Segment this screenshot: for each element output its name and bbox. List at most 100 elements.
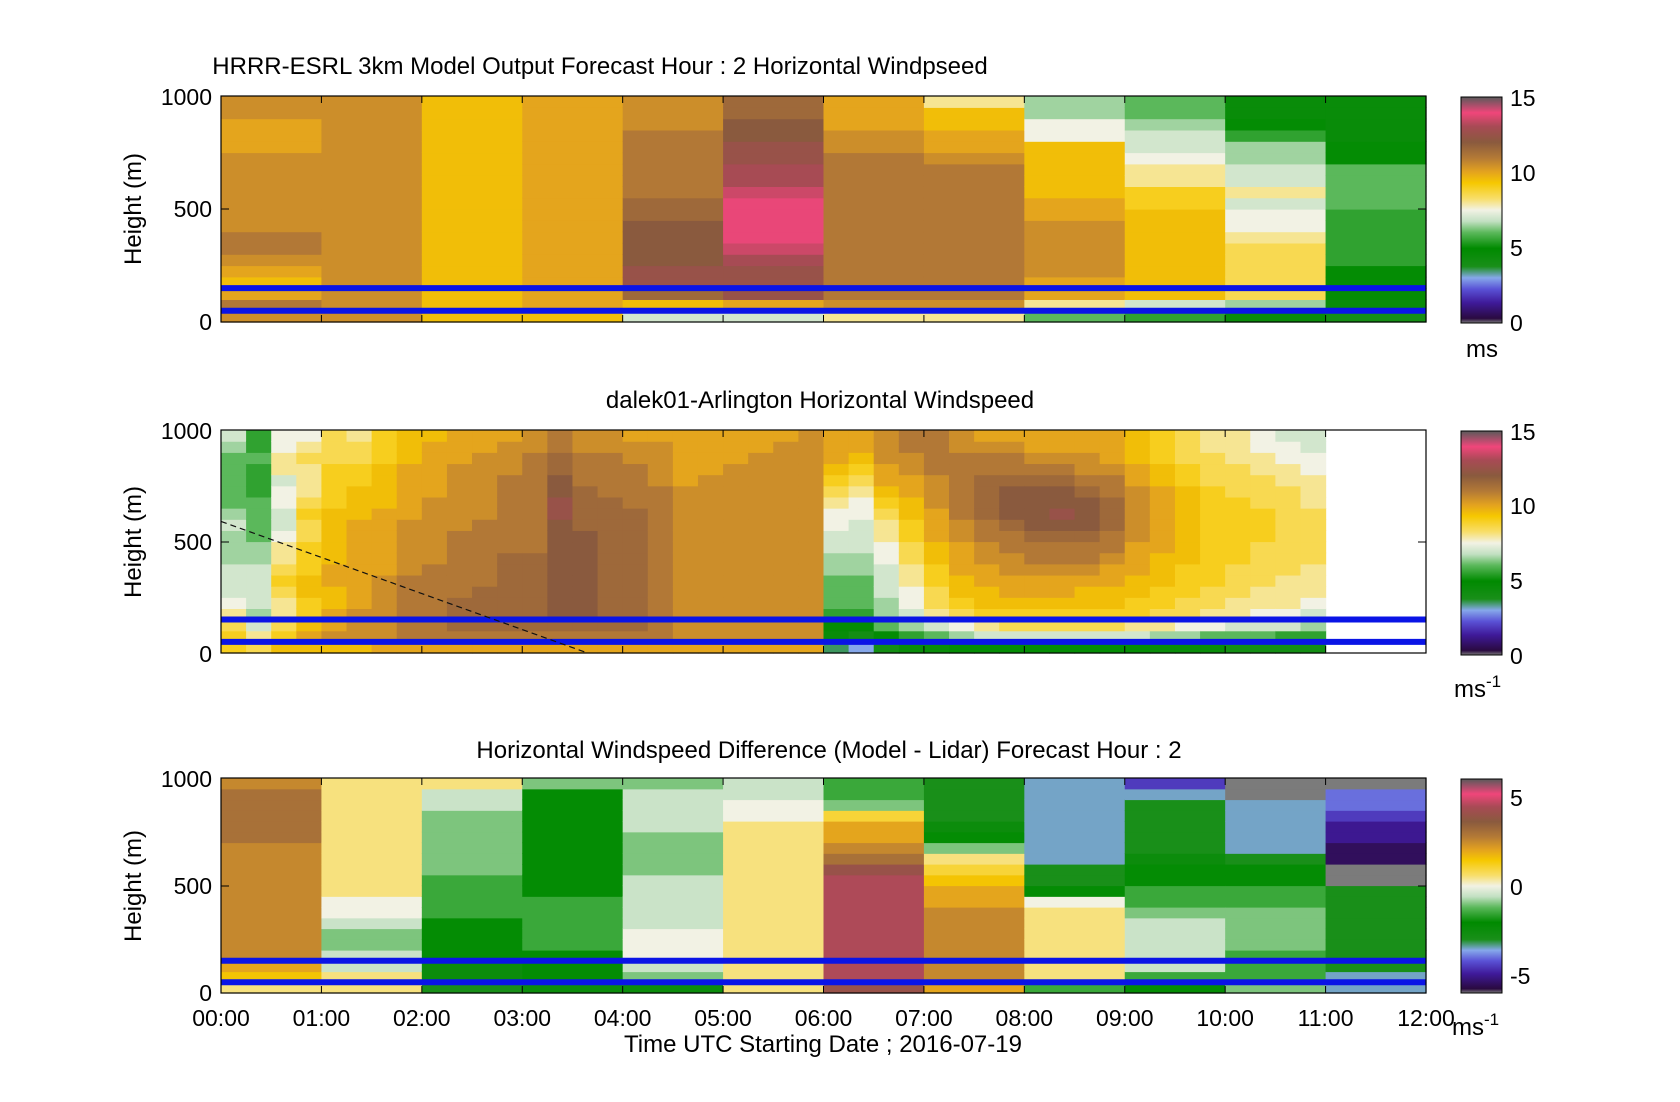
heatmap-cell bbox=[547, 608, 574, 621]
heatmap-cell bbox=[823, 485, 850, 498]
heatmap-cell bbox=[1325, 141, 1427, 154]
heatmap-cell bbox=[1024, 310, 1126, 323]
heatmap-cell bbox=[1225, 788, 1327, 801]
heatmap-cell bbox=[974, 608, 1000, 621]
heatmap-cell bbox=[622, 430, 649, 442]
heatmap-cell bbox=[848, 552, 875, 565]
panel-lidar-heatmap bbox=[221, 430, 1327, 654]
heatmap-cell bbox=[1225, 842, 1327, 854]
profile-col bbox=[1325, 96, 1427, 323]
heatmap-cell bbox=[723, 619, 749, 632]
heatmap-cell bbox=[697, 485, 724, 498]
heatmap-cell bbox=[497, 586, 523, 598]
heatmap-cell bbox=[672, 586, 699, 598]
heatmap-cell bbox=[221, 563, 247, 576]
heatmap-cell bbox=[723, 853, 825, 865]
heatmap-cell bbox=[748, 463, 774, 476]
profile-col bbox=[823, 96, 925, 323]
heatmap-cell bbox=[672, 608, 699, 621]
heatmap-cell bbox=[1124, 129, 1226, 142]
heatmap-cell bbox=[396, 485, 423, 498]
heatmap-cell bbox=[497, 452, 523, 465]
heatmap-cell bbox=[472, 630, 498, 643]
heatmap-cell bbox=[723, 265, 825, 278]
heatmap-cell bbox=[1250, 608, 1276, 621]
heatmap-cell bbox=[1300, 519, 1327, 531]
heatmap-cell bbox=[723, 530, 749, 543]
heatmap-cell bbox=[1174, 508, 1201, 520]
heatmap-cell bbox=[723, 175, 825, 187]
heatmap-cell bbox=[1024, 563, 1051, 576]
heatmap-cell bbox=[999, 608, 1025, 621]
heatmap-cell bbox=[622, 163, 724, 176]
heatmap-cell bbox=[647, 441, 674, 453]
heatmap-cell bbox=[999, 597, 1025, 609]
x-tick-label: 04:00 bbox=[594, 1005, 652, 1031]
heatmap-cell bbox=[773, 430, 799, 442]
profile-col bbox=[873, 430, 900, 654]
heatmap-cell bbox=[923, 982, 1025, 994]
heatmap-cell bbox=[923, 175, 1025, 187]
heatmap-cell bbox=[321, 864, 423, 876]
heatmap-cell bbox=[421, 960, 523, 973]
heatmap-cell bbox=[446, 597, 473, 609]
heatmap-cell bbox=[321, 608, 348, 621]
panel-difference-cbar-tick-neg5: -5 bbox=[1510, 963, 1530, 989]
heatmap-cell bbox=[221, 209, 323, 221]
heatmap-cell bbox=[221, 175, 323, 187]
heatmap-cell bbox=[246, 496, 272, 509]
heatmap-cell bbox=[748, 641, 774, 654]
heatmap-cell bbox=[1325, 960, 1427, 973]
heatmap-cell bbox=[1124, 842, 1226, 854]
heatmap-cell bbox=[1225, 276, 1327, 289]
heatmap-cell bbox=[622, 982, 724, 994]
heatmap-cell bbox=[421, 842, 523, 854]
heatmap-cell bbox=[622, 474, 649, 487]
profile-col bbox=[371, 430, 398, 654]
heatmap-cell bbox=[421, 971, 523, 983]
heatmap-cell bbox=[1124, 288, 1226, 300]
heatmap-cell bbox=[1024, 982, 1126, 994]
heatmap-cell bbox=[597, 463, 624, 476]
heatmap-cell bbox=[1200, 641, 1226, 654]
heatmap-cell bbox=[1250, 586, 1276, 598]
heatmap-cell bbox=[1300, 430, 1327, 442]
heatmap-cell bbox=[1225, 288, 1327, 300]
heatmap-cell bbox=[1124, 220, 1226, 233]
heatmap-cell bbox=[823, 242, 925, 255]
heatmap-cell bbox=[421, 917, 523, 930]
heatmap-cell bbox=[923, 917, 1025, 930]
panel-model-reference-lines bbox=[221, 285, 1426, 314]
heatmap-cell bbox=[221, 586, 247, 598]
heatmap-cell bbox=[321, 586, 348, 598]
heatmap-cell bbox=[1174, 563, 1201, 576]
heatmap-cell bbox=[1074, 430, 1101, 442]
heatmap-cell bbox=[1074, 485, 1101, 498]
heatmap-cell bbox=[923, 541, 950, 554]
heatmap-cell bbox=[221, 163, 323, 176]
heatmap-cell bbox=[1024, 799, 1126, 811]
panel-model-cbar-tick-15: 15 bbox=[1510, 85, 1536, 111]
heatmap-cell bbox=[873, 641, 900, 654]
heatmap-cell bbox=[421, 299, 523, 312]
heatmap-cell bbox=[974, 552, 1000, 565]
heatmap-cell bbox=[497, 574, 523, 587]
heatmap-cell bbox=[823, 563, 850, 576]
heatmap-cell bbox=[723, 597, 749, 609]
heatmap-cell bbox=[221, 463, 247, 476]
heatmap-cell bbox=[923, 242, 1025, 255]
heatmap-cell bbox=[1275, 619, 1302, 632]
heatmap-cell bbox=[622, 864, 724, 876]
profile-col bbox=[923, 430, 950, 654]
heatmap-cell bbox=[974, 441, 1000, 453]
heatmap-cell bbox=[823, 118, 925, 131]
profile-col bbox=[221, 778, 323, 994]
heatmap-cell bbox=[497, 641, 523, 654]
profile-col bbox=[773, 430, 799, 654]
heatmap-cell bbox=[1124, 452, 1151, 465]
profile-col bbox=[421, 430, 448, 654]
heatmap-cell bbox=[1225, 907, 1327, 919]
heatmap-cell bbox=[823, 96, 925, 108]
heatmap-cell bbox=[823, 864, 925, 876]
heatmap-cell bbox=[1225, 641, 1251, 654]
